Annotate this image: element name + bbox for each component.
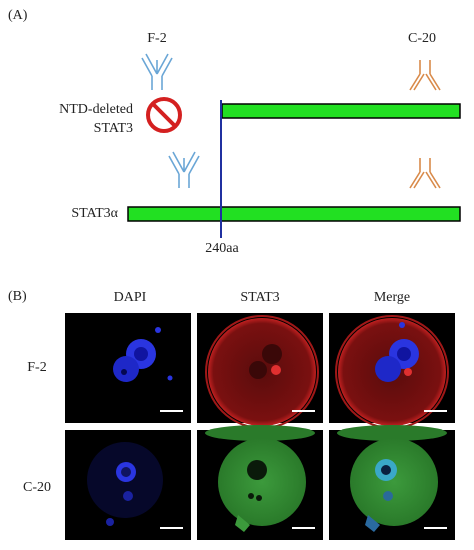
micrograph	[329, 425, 455, 540]
protein-bar	[127, 206, 461, 222]
antibody-icon	[409, 157, 441, 189]
row-label: C-20	[23, 480, 51, 495]
panel-label: (A)	[8, 8, 28, 23]
micrograph	[197, 313, 323, 429]
micrograph	[329, 313, 455, 429]
antibody-icon	[141, 53, 173, 91]
column-label: Merge	[374, 290, 410, 305]
antibody-label: F-2	[147, 31, 166, 46]
construct-label: NTD-deleted	[59, 102, 133, 117]
micrograph	[65, 313, 191, 423]
antibody-icon	[409, 59, 441, 91]
no-sign	[146, 97, 182, 133]
construct-label: STAT3	[94, 121, 133, 136]
row-label: F-2	[27, 360, 46, 375]
antibody-label: C-20	[408, 31, 436, 46]
column-label: STAT3	[240, 290, 279, 305]
marker-label: 240aa	[205, 241, 239, 256]
column-label: DAPI	[114, 290, 147, 305]
antibody-icon	[168, 151, 200, 189]
micrograph	[197, 425, 323, 540]
micrograph	[65, 430, 191, 540]
protein-bar	[221, 103, 461, 119]
construct-label: STAT3α	[71, 206, 118, 221]
panel-label: (B)	[8, 289, 27, 304]
